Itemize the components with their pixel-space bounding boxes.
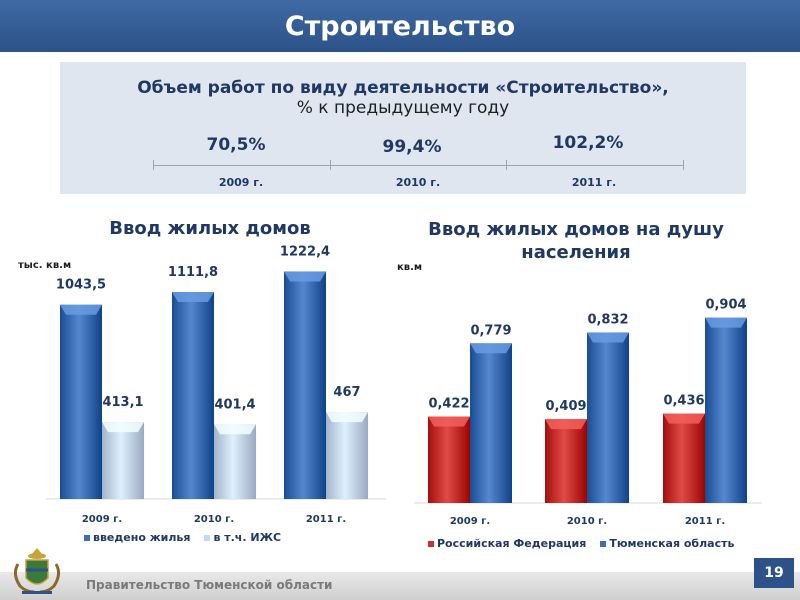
bar-в-т.ч.-ижс: [214, 424, 256, 499]
bar-тюменская-область: [705, 317, 747, 503]
bar-cap: [705, 317, 747, 328]
bar-cap: [663, 413, 705, 424]
legend-swatch-icon: [84, 534, 90, 541]
data-label: 401,4: [214, 397, 255, 412]
stat-year-2010: 2010 г.: [395, 176, 441, 189]
construction-stats-panel: Объем работ по виду деятельности «Строит…: [60, 62, 746, 194]
stat-year-2009: 2009 г.: [218, 176, 264, 189]
legend-label: Российская Федерация: [437, 537, 587, 550]
legend-per-capita: Российская Федерация Тюменская область: [428, 537, 734, 550]
bar-введено-жилья: [172, 292, 214, 499]
legend-swatch-icon: [428, 540, 434, 547]
legend-swatch-icon: [600, 540, 607, 547]
bar-введено-жилья: [284, 271, 326, 499]
data-label: 0,436: [663, 394, 704, 409]
legend-item: Тюменская область: [600, 537, 734, 550]
bar-в-т.ч.-ижс: [326, 412, 368, 499]
bar-введено-жилья: [60, 304, 102, 499]
legend-item: введено жилья: [84, 531, 190, 544]
stats-tick: [153, 160, 154, 170]
data-label: 1111,8: [168, 265, 218, 280]
page-number: 19: [764, 565, 784, 581]
data-label: 0,422: [428, 396, 469, 411]
bar-cap: [102, 422, 144, 433]
stats-tick: [506, 160, 507, 170]
stats-tick: [683, 160, 684, 170]
stats-tick: [330, 160, 331, 170]
footer-organization: Правительство Тюменской области: [86, 578, 333, 592]
bar-тюменская-область: [587, 332, 629, 503]
data-label: 0,409: [545, 399, 586, 414]
stat-value-2009: 70,5%: [206, 135, 266, 155]
legend-label: введено жилья: [93, 531, 191, 544]
data-label: 0,832: [587, 312, 628, 327]
legend-label: в т.ч. ИЖС: [213, 531, 282, 544]
legend-item: в т.ч. ИЖС: [204, 531, 281, 544]
stat-value-2010: 99,4%: [382, 137, 442, 157]
chart-unit-housing: тыс. кв.м: [18, 260, 72, 271]
bar-cap: [284, 271, 326, 282]
x-tick-label: 2011 г.: [685, 516, 725, 527]
region-coat-of-arms-icon: [13, 548, 61, 594]
bar-cap: [172, 292, 214, 303]
bar-российская-федерация: [428, 416, 470, 503]
x-tick-label: 2009 г.: [450, 516, 490, 527]
bar-cap: [214, 424, 256, 435]
legend-swatch-icon: [204, 534, 211, 541]
bar-cap: [470, 343, 512, 354]
bar-в-т.ч.-ижс: [102, 422, 144, 499]
bar-cap: [545, 419, 587, 430]
data-label: 413,1: [102, 395, 143, 410]
x-tick-label: 2010 г.: [567, 516, 607, 527]
legend-housing: введено жилья в т.ч. ИЖС: [84, 531, 281, 544]
bar-cap: [428, 416, 470, 427]
chart-title-housing: Ввод жилых домов: [109, 218, 311, 239]
bar-российская-федерация: [545, 419, 587, 503]
x-tick-label: 2009 г.: [82, 514, 122, 525]
stats-title: Объем работ по виду деятельности «Строит…: [137, 78, 669, 98]
stats-divider: [153, 165, 683, 166]
data-label: 0,904: [705, 298, 746, 313]
data-label: 1222,4: [280, 244, 330, 259]
stat-value-2011: 102,2%: [552, 133, 624, 153]
data-label: 1043,5: [56, 278, 106, 293]
page-number-badge: 19: [754, 558, 794, 588]
stat-year-2011: 2011 г.: [571, 176, 617, 189]
footer-bar: [0, 572, 800, 600]
stats-subtitle: % к предыдущему году: [296, 98, 510, 118]
bar-российская-федерация: [663, 413, 705, 503]
bar-тюменская-область: [470, 343, 512, 503]
chart-unit-per-capita: кв.м: [397, 262, 423, 273]
data-label: 467: [333, 385, 360, 400]
data-label: 0,779: [470, 323, 511, 338]
bar-cap: [587, 332, 629, 343]
slide-title: Строительство: [284, 10, 516, 42]
slide-header: Строительство: [0, 0, 800, 52]
x-tick-label: 2010 г.: [194, 514, 234, 525]
chart-title-per-capita: Ввод жилых домов на душу населения: [428, 219, 724, 263]
x-tick-label: 2011 г.: [306, 514, 346, 525]
bar-cap: [60, 304, 102, 315]
legend-item: Российская Федерация: [428, 537, 586, 550]
legend-label: Тюменская область: [609, 537, 735, 550]
bar-cap: [326, 412, 368, 423]
